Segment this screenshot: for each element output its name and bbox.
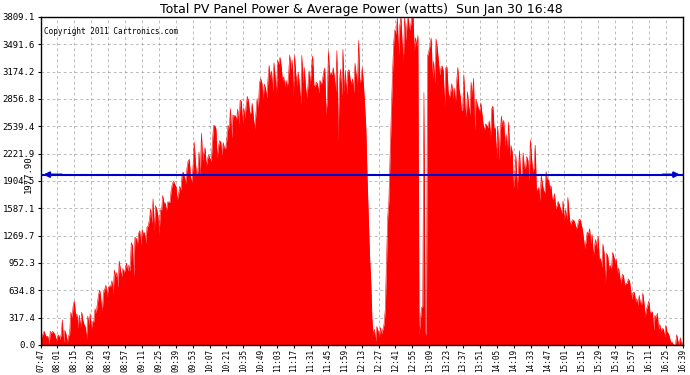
Text: Copyright 2011 Cartronics.com: Copyright 2011 Cartronics.com xyxy=(43,27,178,36)
Title: Total PV Panel Power & Average Power (watts)  Sun Jan 30 16:48: Total PV Panel Power & Average Power (wa… xyxy=(160,3,563,16)
